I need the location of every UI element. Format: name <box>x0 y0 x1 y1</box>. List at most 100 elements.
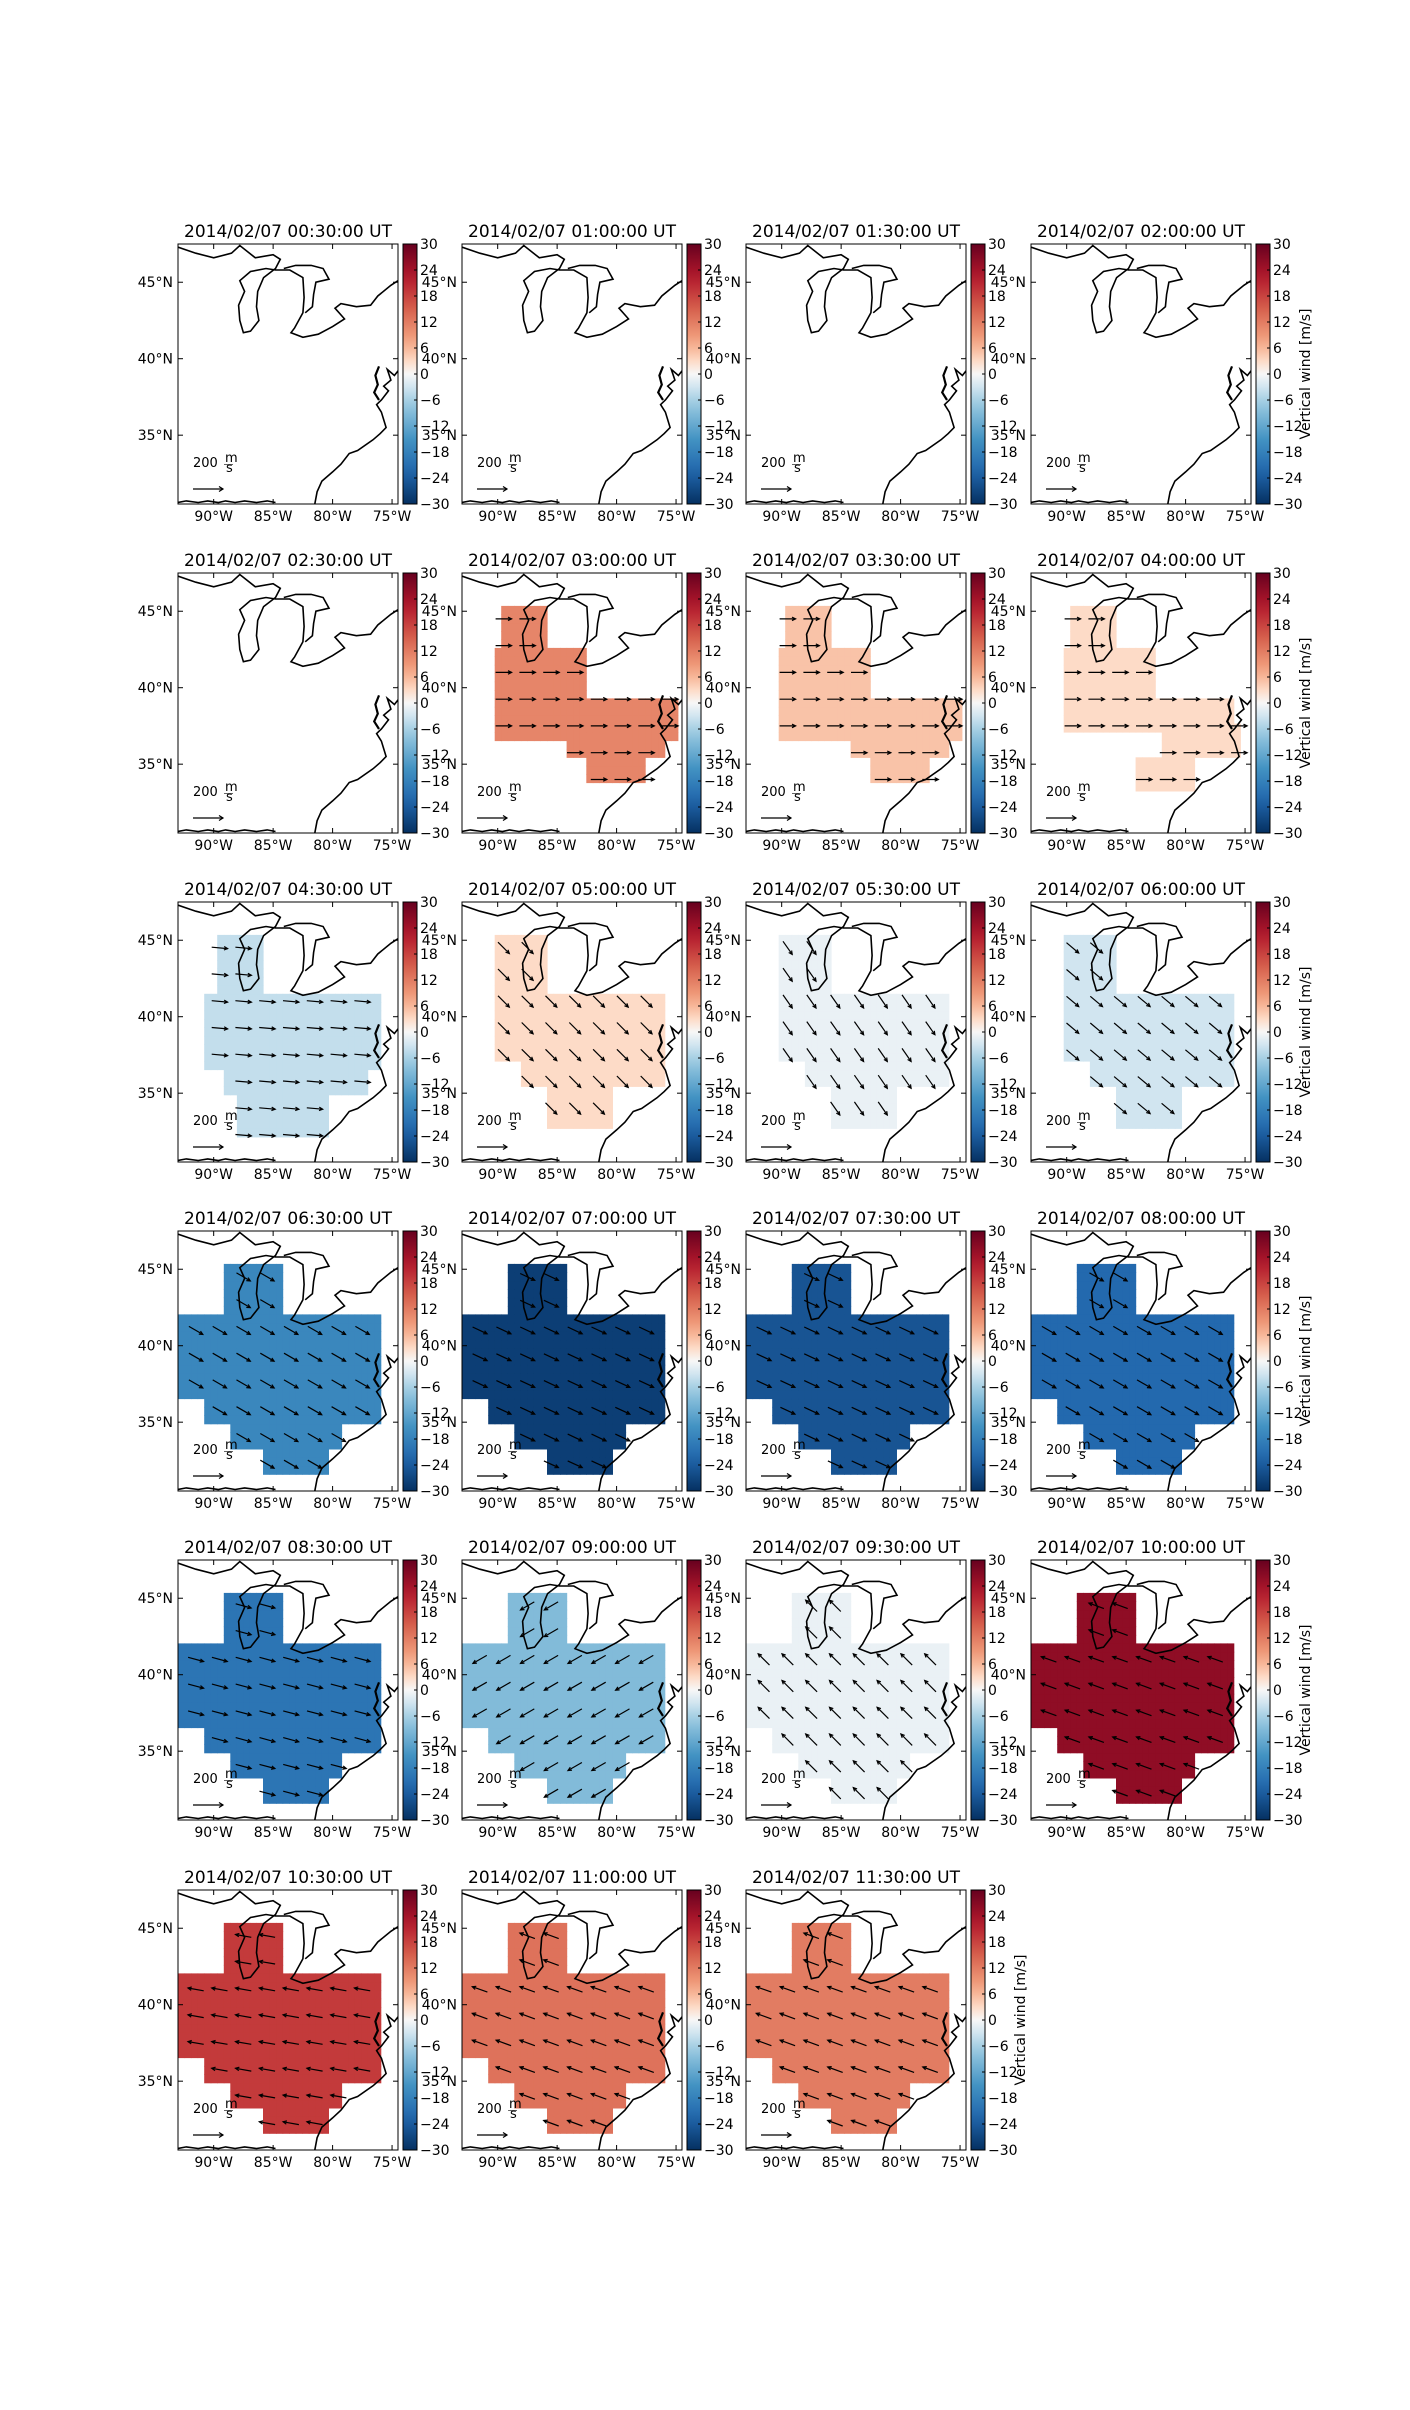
colorbar-tick-label: 12 <box>704 1631 722 1647</box>
wind-arrow-head <box>1182 1682 1189 1687</box>
colorbar-tick-label: 24 <box>1273 592 1291 608</box>
wind-arrow-head <box>342 1685 348 1690</box>
wind-arrow <box>259 1080 276 1083</box>
chesapeake-coast <box>372 2011 381 2047</box>
colorbar-tick-label: 18 <box>704 947 722 963</box>
wind-arrow <box>827 2012 843 2020</box>
colorbar-tick-label: −12 <box>988 419 1018 435</box>
wind-arrow-head <box>342 999 348 1005</box>
colorbar-tick-label: 12 <box>704 644 722 660</box>
colorbar-tick-label: 12 <box>1273 1302 1291 1318</box>
colorbar-tick-label: −24 <box>1273 1787 1303 1803</box>
panel-title: 2014/02/07 11:30:00 UT <box>752 1868 961 1888</box>
wind-arrow <box>330 1656 347 1663</box>
wind-arrow <box>1088 1682 1105 1690</box>
wind-arrow <box>875 1460 891 1469</box>
wind-arrow-head <box>1100 643 1106 648</box>
wind-arrow <box>496 1380 512 1388</box>
atlantic-coast <box>598 1344 682 1491</box>
wind-arrow-head <box>1193 1056 1199 1061</box>
map-area <box>746 573 966 833</box>
wind-arrow-head <box>828 1759 834 1765</box>
wind-arrow-head <box>862 1357 868 1362</box>
wind-arrow <box>803 1959 820 1966</box>
wind-arrow <box>1066 1022 1080 1034</box>
wind-arrow-head <box>270 1357 276 1362</box>
chesapeake-coast <box>372 1681 381 1717</box>
x-tick-label: 90°W <box>1047 1167 1086 1183</box>
colorbar-tick-label: −18 <box>1273 1103 1303 1119</box>
wind-arrow-head <box>859 1030 865 1036</box>
wind-arrow <box>259 1053 276 1057</box>
wind-arrow-head <box>578 1330 584 1335</box>
colorbar-tick-label: −12 <box>1273 1077 1303 1093</box>
wind-arrow <box>591 1708 606 1718</box>
wind-arrow <box>877 1048 888 1062</box>
y-tick-label: 45°N <box>422 604 457 620</box>
colorbar-tick-label: 24 <box>704 1909 722 1925</box>
wind-arrow <box>1185 1049 1199 1061</box>
wind-arrow-head <box>542 2119 548 2124</box>
map-area <box>746 1560 966 1820</box>
wind-arrow <box>306 2014 323 2019</box>
wind-arrow-head <box>1111 1709 1117 1714</box>
wind-arrow-head <box>495 1713 501 1718</box>
wind-arrow <box>925 1021 936 1036</box>
wind-arrow <box>1136 1656 1152 1663</box>
wind-arrow-head <box>933 1357 939 1362</box>
colorbar-tick-label: 6 <box>704 1328 713 1344</box>
wind-arrow-head <box>778 2012 785 2017</box>
wind-arrow-head <box>934 750 940 755</box>
wind-arrow-head <box>814 1410 820 1415</box>
colorbar-tick-label: 0 <box>1273 1354 1282 1370</box>
wind-arrow-head <box>838 1464 844 1469</box>
wind-arrow <box>590 2093 607 2100</box>
wind-arrow-head <box>626 723 632 729</box>
colorbar-tick-label: −12 <box>704 748 734 764</box>
map-frame <box>745 1889 967 2151</box>
colorbar-tick-label: 18 <box>988 1605 1006 1621</box>
wind-arrow-head <box>1171 777 1178 782</box>
wind-arrow <box>521 968 534 981</box>
wind-arrow-head <box>579 750 585 755</box>
panel-title: 2014/02/07 06:00:00 UT <box>1037 880 1246 900</box>
wind-arrow <box>235 1763 252 1770</box>
wind-arrow <box>591 1460 607 1469</box>
wind-arrow <box>757 1706 770 1720</box>
wind-arrow-head <box>1217 1029 1223 1035</box>
wind-arrow <box>876 1787 889 1800</box>
great-lakes-coast <box>746 573 966 668</box>
colorbar-tick-label: −24 <box>988 2117 1018 2133</box>
wind-arrow-head <box>876 1786 882 1792</box>
colorbar-tick-label: −30 <box>704 497 734 513</box>
wind-arrow-head <box>470 1985 477 1990</box>
map-frame <box>1030 1559 1252 1821</box>
wind-arrow-head <box>246 1437 252 1443</box>
gulf-coast <box>178 1816 276 1820</box>
x-tick-label: 80°W <box>313 1825 352 1841</box>
colorbar-tick-label: −30 <box>420 826 450 842</box>
wind-arrow-head <box>271 1106 277 1112</box>
wind-arrow-head <box>1123 1437 1129 1443</box>
atlantic-coast <box>882 686 966 833</box>
wind-arrow <box>259 1603 276 1609</box>
wind-arrow-head <box>648 1003 653 1009</box>
wind-region <box>494 934 666 1129</box>
wind-arrow <box>259 2121 276 2126</box>
wind-arrow <box>235 1026 252 1030</box>
wind-arrow-head <box>600 1003 606 1009</box>
wind-arrow-head <box>626 777 632 782</box>
colorbar-tick-label: −12 <box>988 1077 1018 1093</box>
y-tick-label: 45°N <box>422 1921 457 1937</box>
wind-arrow <box>355 1352 370 1362</box>
wind-arrow <box>354 1987 371 1992</box>
colorbar-tick-label: 12 <box>420 1302 438 1318</box>
wind-arrow-head <box>600 1056 606 1062</box>
colorbar-tick-label: 18 <box>704 1276 722 1292</box>
wind-arrow <box>1112 1406 1128 1416</box>
legend-arrow-head <box>786 1801 793 1809</box>
wind-arrow-head <box>210 2039 216 2045</box>
wind-arrow-head <box>873 2066 880 2071</box>
wind-arrow-head <box>247 1133 253 1138</box>
wind-arrow <box>259 1987 276 1992</box>
